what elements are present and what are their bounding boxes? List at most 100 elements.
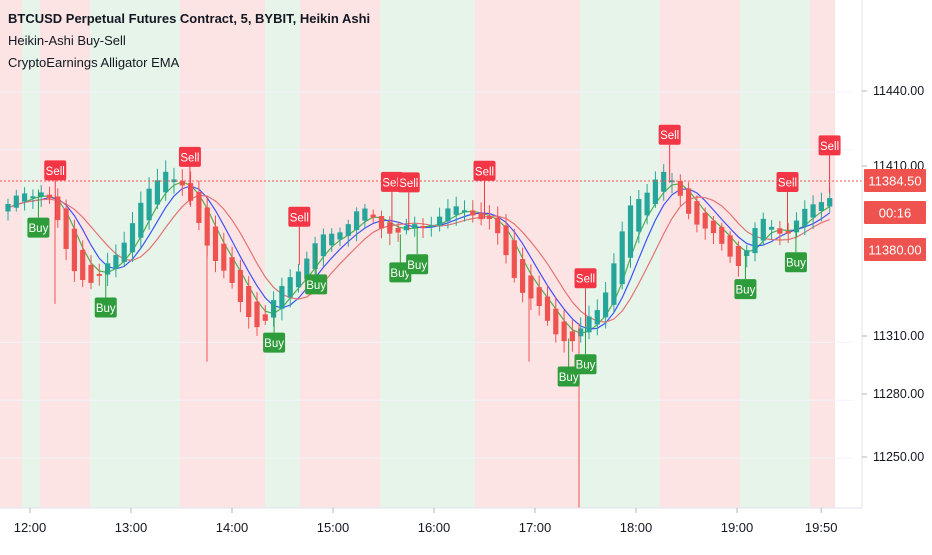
sell-signal-label: Sell	[576, 274, 595, 286]
buy-signal-box	[557, 366, 580, 387]
background-zone	[22, 0, 40, 508]
candle-body	[503, 225, 509, 256]
buy-signal-box	[305, 274, 328, 295]
candle-body	[827, 198, 833, 207]
candle-body	[163, 171, 169, 193]
symbol-title[interactable]: BTCUSD Perpetual Futures Contract, 5, BY…	[8, 11, 371, 26]
candle-body	[777, 228, 783, 234]
candle-body	[96, 273, 102, 276]
indicator-alligator-ema[interactable]: CryptoEarnings Alligator EMA	[8, 55, 180, 70]
chart-legend: BTCUSD Perpetual Futures Contract, 5, BY…	[8, 8, 370, 74]
candle-body	[71, 228, 77, 272]
sell-signal-box	[44, 160, 67, 181]
buy-signal-label: Buy	[576, 360, 596, 372]
candle-body	[760, 218, 766, 241]
candle-body	[204, 207, 210, 246]
candle-body	[428, 225, 434, 228]
sell-signal-box	[288, 206, 311, 227]
sell-signal-label: Sell	[290, 212, 309, 224]
candle-body	[179, 180, 185, 186]
candle-body	[727, 235, 733, 257]
candle-body	[5, 203, 11, 212]
candle-body	[553, 308, 559, 335]
candle-body	[710, 220, 717, 234]
last-price-label-bg	[864, 169, 926, 192]
candle-body	[486, 216, 492, 220]
candle-body	[146, 188, 152, 221]
candle-body	[345, 224, 351, 236]
candle-body	[13, 195, 19, 208]
candle-body	[154, 180, 160, 205]
candle-body	[55, 196, 61, 221]
sell-signal-label: Sell	[660, 130, 679, 142]
buy-signal-label: Buy	[264, 338, 284, 350]
candle-body	[88, 264, 94, 283]
candle-body	[453, 206, 459, 215]
candle-body	[744, 250, 750, 257]
candle-body	[46, 194, 53, 199]
time-tick-label: 19:50	[805, 520, 838, 535]
candle-body	[337, 232, 343, 240]
candle-body	[254, 301, 260, 328]
candle-body	[636, 199, 642, 232]
buy-signal-label: Buy	[306, 280, 326, 292]
candle-body	[544, 296, 551, 321]
candle-body	[262, 314, 268, 321]
candle-body	[810, 204, 816, 218]
sell-signal-box	[818, 135, 841, 156]
background-zone	[0, 0, 22, 508]
sell-signal-box	[658, 124, 681, 145]
sell-signal-label: Sell	[475, 166, 494, 178]
buy-signal-box	[734, 279, 757, 300]
candle-body	[586, 316, 592, 333]
sell-signal-label: Sell	[778, 178, 797, 190]
candle-body	[237, 270, 243, 303]
buy-signal-box	[263, 332, 286, 353]
candle-body	[320, 234, 326, 257]
buy-signal-label: Buy	[96, 303, 116, 315]
background-zone	[475, 0, 580, 508]
candle-body	[437, 216, 443, 226]
buy-signal-box	[94, 297, 117, 318]
candle-body	[627, 205, 634, 258]
candle-body	[461, 210, 468, 213]
buy-signal-label: Buy	[407, 260, 427, 272]
price-scale	[862, 0, 932, 550]
candle-body	[171, 179, 177, 183]
time-tick-label: 13:00	[115, 520, 148, 535]
candle-body	[528, 275, 534, 299]
time-tick-label: 16:00	[418, 520, 451, 535]
background-zone	[810, 0, 835, 508]
sell-signal-label: Sell	[820, 141, 839, 153]
sell-signal-label: Sell	[382, 177, 401, 189]
candle-body	[188, 183, 194, 201]
candle-body	[702, 212, 708, 229]
time-tick-label: 19:00	[721, 520, 754, 535]
buy-signal-box	[406, 254, 429, 275]
candle-body	[735, 245, 741, 267]
indicator-heikin-ashi-buy-sell[interactable]: Heikin-Ashi Buy-Sell	[8, 33, 126, 48]
time-tick-label: 17:00	[519, 520, 552, 535]
candle-body	[594, 310, 600, 325]
sell-signal-box	[380, 171, 403, 192]
buy-signal-box	[784, 252, 807, 273]
buy-signal-label: Buy	[736, 285, 756, 297]
candle-body	[378, 216, 385, 229]
candle-body	[661, 171, 667, 192]
candle-body	[677, 181, 683, 196]
candle-body	[769, 226, 775, 230]
ma-line-2	[7, 185, 831, 330]
time-tick-label: 12:00	[14, 520, 47, 535]
buy-signal-label: Buy	[559, 372, 579, 384]
candle-body	[395, 227, 401, 233]
candle-body	[511, 240, 517, 278]
candle-body	[478, 212, 484, 220]
price-tick-label: 11310.00	[873, 329, 924, 343]
background-zone	[300, 0, 380, 508]
candle-body	[113, 255, 119, 269]
candle-body	[138, 202, 144, 238]
candle-body	[312, 243, 318, 269]
time-tick-label: 14:00	[216, 520, 249, 535]
